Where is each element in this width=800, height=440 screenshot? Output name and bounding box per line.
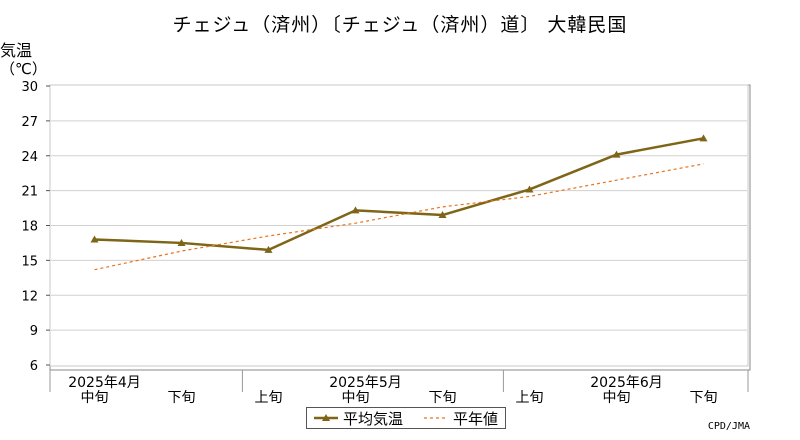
- legend-label-normal: 平年値: [453, 409, 499, 428]
- legend-item-average: 平均気温: [313, 408, 403, 429]
- x-month-label: 2025年5月: [329, 375, 402, 391]
- x-tick-label: 下旬: [429, 390, 457, 406]
- legend-swatch-average: [314, 414, 338, 421]
- chart-title: チェジュ（済州）〔チェジュ（済州）道〕 大韓民国: [172, 14, 628, 36]
- x-tick-label: 中旬: [603, 390, 631, 406]
- y-tick-label: 27: [21, 115, 38, 130]
- y-tick-label: 9: [30, 324, 38, 339]
- data-point-average: [90, 235, 99, 243]
- y-tick-label: 24: [21, 150, 38, 165]
- y-tick-label: 12: [21, 289, 38, 304]
- legend-item-normal: 平年値: [423, 408, 498, 429]
- data-point-average: [351, 206, 360, 214]
- legend: 平均気温 平年値: [306, 407, 506, 429]
- series-line-normal: [94, 163, 704, 271]
- x-tick-label: 下旬: [168, 390, 196, 406]
- data-point-average: [699, 134, 708, 142]
- y-axis-title: 気温: [0, 41, 33, 60]
- y-tick-label: 30: [21, 80, 38, 95]
- y-tick-label: 18: [21, 220, 38, 235]
- credit-label: CPD/JMA: [707, 421, 750, 432]
- data-point-average: [525, 185, 534, 193]
- y-tick-label: 6: [30, 359, 38, 374]
- x-tick-label: 上旬: [516, 390, 544, 406]
- data-point-average: [438, 211, 447, 219]
- x-tick-label: 下旬: [690, 390, 718, 406]
- x-month-label: 2025年6月: [590, 375, 663, 391]
- legend-swatch-normal: [424, 417, 449, 419]
- y-tick-label: 21: [21, 185, 38, 200]
- y-tick-label: 15: [21, 254, 38, 269]
- data-point-average: [264, 245, 273, 253]
- y-axis-unit: （℃）: [0, 60, 47, 78]
- legend-label-average: 平均気温: [343, 409, 404, 428]
- y-axis-label: 気温 （℃）: [0, 41, 47, 79]
- x-tick-label: 上旬: [255, 390, 283, 406]
- x-tick-label: 中旬: [342, 390, 370, 406]
- x-tick-label: 中旬: [81, 390, 109, 406]
- data-point-average: [177, 238, 186, 246]
- series-line-average: [94, 137, 704, 252]
- x-month-label: 2025年4月: [68, 375, 141, 391]
- data-point-average: [612, 150, 621, 158]
